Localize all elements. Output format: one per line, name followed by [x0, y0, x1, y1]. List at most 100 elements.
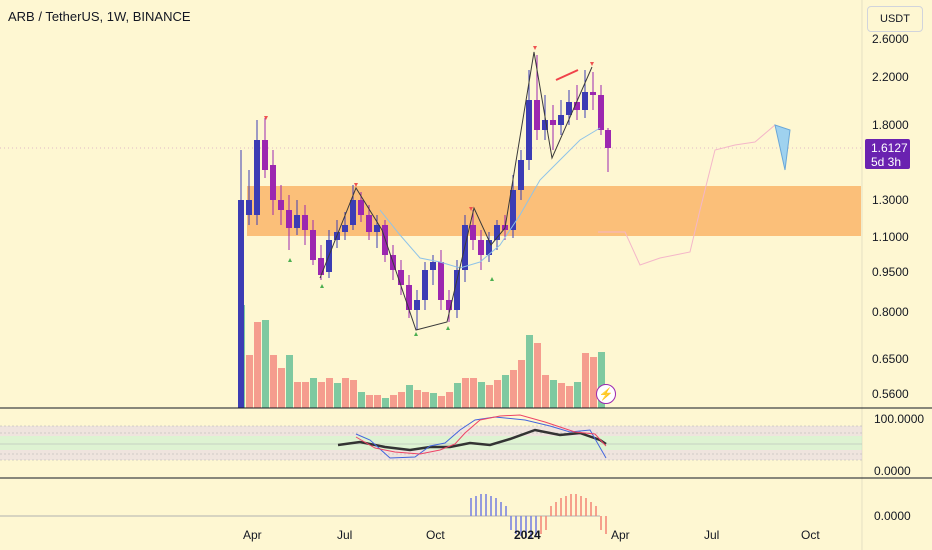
forecast-line — [598, 124, 776, 266]
volume-bar — [326, 378, 333, 408]
volume-bar — [358, 392, 365, 408]
volume-bar — [382, 398, 389, 408]
volume-bar — [558, 383, 565, 408]
volume-bar — [582, 353, 589, 408]
volume-bar — [286, 355, 293, 408]
currency-button[interactable]: USDT — [867, 6, 923, 32]
volume-bar — [366, 395, 373, 408]
volume-bar — [454, 383, 461, 408]
candle-body — [270, 165, 276, 200]
macd-bar — [530, 516, 532, 538]
volume-bar — [422, 392, 429, 408]
volume-bar — [406, 385, 413, 408]
candle-body — [406, 285, 412, 310]
candle-body — [414, 300, 420, 310]
candle-body — [238, 200, 244, 408]
symbol-title[interactable]: ARB / TetherUS, 1W, BINANCE — [8, 9, 191, 24]
macd-bar — [485, 494, 487, 516]
macd-bar — [590, 502, 592, 516]
macd-bar — [595, 506, 597, 516]
volume-bar — [254, 322, 261, 408]
volume-bar — [334, 383, 341, 408]
volume-bar — [294, 382, 301, 408]
time-axis-label: Oct — [426, 528, 445, 542]
candle-body — [446, 300, 452, 310]
time-axis-label: Jul — [337, 528, 353, 542]
macd-bar — [470, 498, 472, 516]
candle-body — [374, 225, 380, 232]
highlight-zone — [247, 186, 861, 236]
macd-bar — [500, 502, 502, 516]
stoch-axis-label: 0.0000 — [874, 464, 911, 478]
price-axis-label: 1.1000 — [872, 230, 909, 244]
candle-body — [526, 100, 532, 160]
candle-body — [582, 92, 588, 110]
candle-body — [286, 210, 292, 228]
candle-body — [510, 190, 516, 230]
pivot-markers — [264, 46, 594, 336]
volume-bar — [430, 393, 437, 408]
macd-bar — [575, 494, 577, 516]
candle-body — [294, 215, 300, 228]
price-axis-label: 1.8000 — [872, 118, 909, 132]
candle-body — [518, 160, 524, 190]
price-axis-label: 0.6500 — [872, 352, 909, 366]
volume-bar — [446, 392, 453, 408]
candle-body — [566, 102, 572, 115]
volume-bar — [518, 360, 525, 408]
time-axis-label: 2024 — [514, 528, 541, 542]
last-price-tag: 1.6127 5d 3h — [865, 139, 910, 169]
macd-bar — [585, 498, 587, 516]
price-axis-label: 0.9500 — [872, 265, 909, 279]
time-axis-label: Jul — [704, 528, 720, 542]
macd-bar — [605, 516, 607, 534]
volume-bar — [414, 390, 421, 408]
zigzag-pattern-line — [319, 51, 593, 331]
macd-bar — [475, 496, 477, 516]
volume-bar — [262, 320, 269, 408]
trend-line-red — [555, 69, 579, 81]
candle-body — [246, 200, 252, 215]
candle-body — [542, 120, 548, 130]
candle-body — [302, 215, 308, 230]
volume-bar — [374, 395, 381, 408]
volume-bar — [278, 368, 285, 408]
volume-bar — [598, 352, 605, 408]
macd-bar — [565, 496, 567, 516]
price-axis-label: 2.2000 — [872, 70, 909, 84]
volume-bar — [550, 380, 557, 408]
volume-bar — [470, 378, 477, 408]
candle-body — [494, 225, 500, 240]
stoch-rsi-pane — [0, 414, 862, 461]
volume-bar — [486, 385, 493, 408]
volume-bar — [574, 382, 581, 408]
macd-bar — [525, 516, 527, 538]
candle-body — [278, 200, 284, 210]
volume-bar — [566, 386, 573, 408]
volume-bar — [462, 378, 469, 408]
macd-bar — [600, 516, 602, 530]
candle-body — [398, 270, 404, 285]
candle-body — [605, 130, 611, 148]
bar-countdown: 5d 3h — [871, 155, 902, 169]
candle-body — [350, 200, 356, 225]
price-axis-label: 0.8000 — [872, 305, 909, 319]
macd-bar — [520, 516, 522, 536]
volume-bar — [398, 392, 405, 408]
volume-bars — [238, 305, 605, 408]
volume-bar — [478, 382, 485, 408]
candle-body — [558, 115, 564, 125]
macd-bar — [495, 498, 497, 516]
candle-body — [590, 92, 596, 95]
macd-bar — [550, 506, 552, 516]
candle-body — [366, 215, 372, 232]
macd-histogram — [0, 494, 607, 538]
volume-bar — [310, 378, 317, 408]
candle-body — [310, 230, 316, 260]
macd-bar — [510, 516, 512, 530]
volume-bar — [270, 355, 277, 408]
volume-bar — [526, 335, 533, 408]
time-axis-label: Oct — [801, 528, 820, 542]
lightning-bolt-icon[interactable]: ⚡ — [596, 384, 616, 404]
